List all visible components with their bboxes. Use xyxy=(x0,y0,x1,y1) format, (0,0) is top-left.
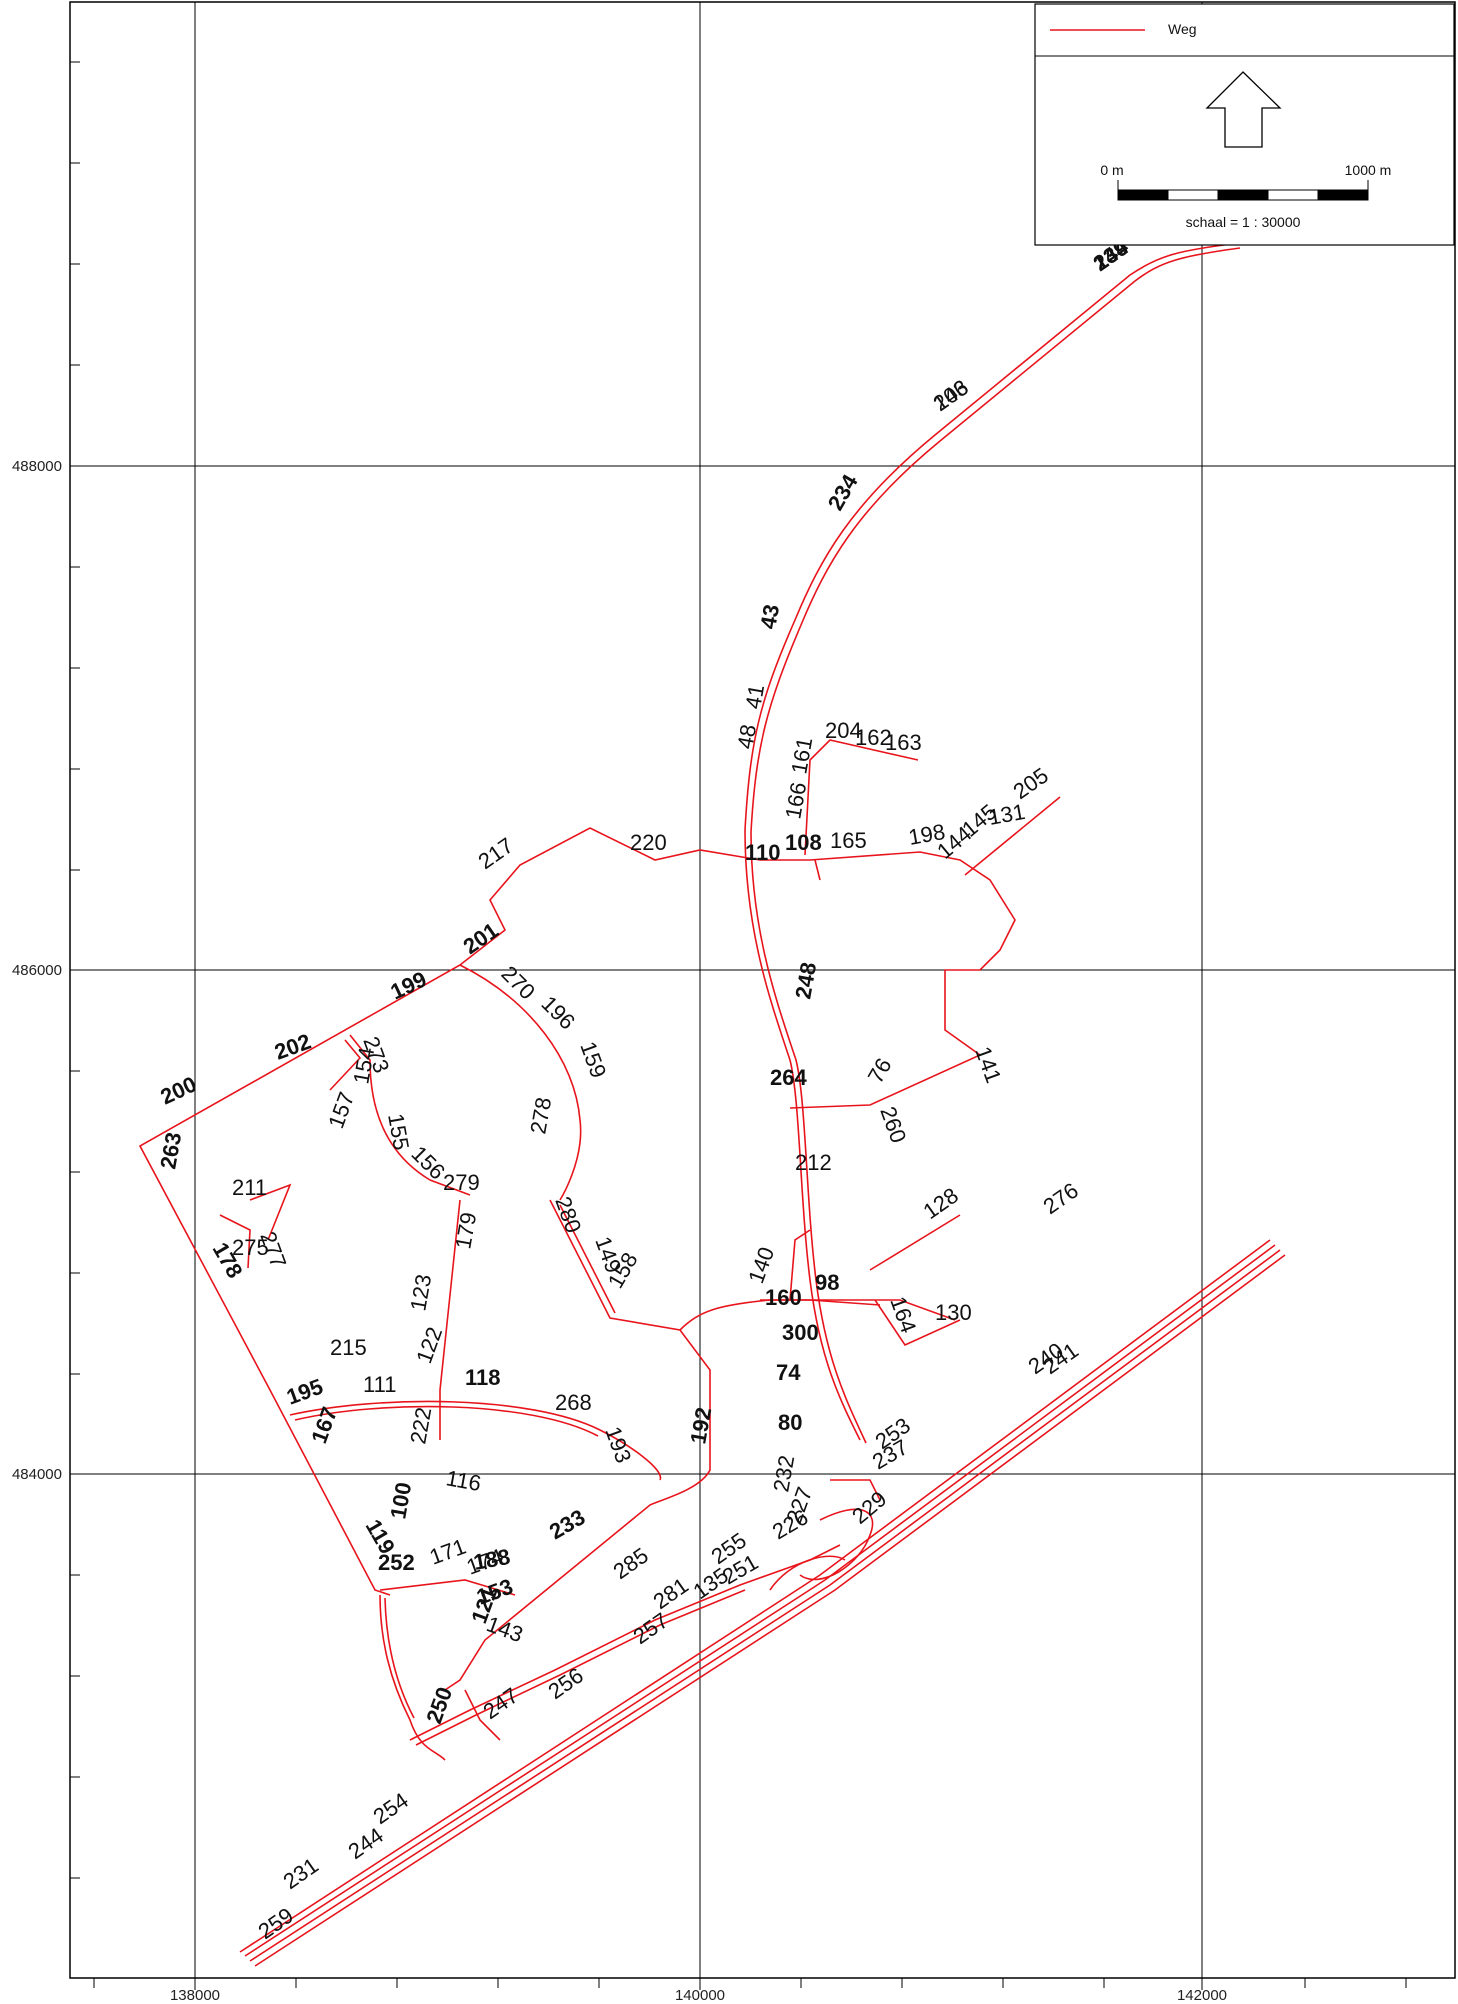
road-label: 74 xyxy=(776,1360,801,1385)
road-label: 143 xyxy=(483,1611,526,1647)
road-label: 116 xyxy=(444,1465,483,1496)
road-label: 43 xyxy=(755,602,784,630)
road-label: 217 xyxy=(474,833,518,875)
y-tick-label: 484000 xyxy=(12,1466,62,1483)
road-label: 264 xyxy=(770,1065,807,1090)
scale-start-label: 0 m xyxy=(1100,162,1123,178)
road-label: 161 xyxy=(786,735,817,776)
road-label: 110 xyxy=(745,840,781,865)
road-label: 270 xyxy=(496,961,540,1005)
road-label: 154 xyxy=(348,1045,379,1086)
road-label: 80 xyxy=(778,1410,802,1435)
road-label: 199 xyxy=(387,966,431,1004)
road-label: 130 xyxy=(935,1300,972,1325)
road-label: 140 xyxy=(743,1244,779,1287)
road-label: 234 xyxy=(823,470,863,515)
road-label: 248 xyxy=(790,960,821,1001)
road-label: 257 xyxy=(629,1608,673,1650)
road-label: 200 xyxy=(157,1071,201,1109)
road-label: 205 xyxy=(1009,763,1053,805)
road-label: 100 xyxy=(385,1480,416,1521)
road-label: 259 xyxy=(254,1903,298,1945)
road-label: 123 xyxy=(405,1272,436,1313)
road-label: 285 xyxy=(609,1543,653,1585)
road-label: 260 xyxy=(875,1103,911,1146)
road-network[interactable] xyxy=(138,242,1286,1967)
y-tick-label: 488000 xyxy=(12,458,62,475)
road-label: 276 xyxy=(1039,1178,1083,1220)
road-label: 211 xyxy=(232,1175,267,1200)
scale-end-label: 1000 m xyxy=(1345,162,1392,178)
road-label: 179 xyxy=(450,1210,481,1251)
road-label: 162 xyxy=(855,725,892,750)
road-label: 155 xyxy=(383,1112,414,1153)
road-label: 196 xyxy=(536,991,580,1035)
legend-box: Weg 0 m 1000 m schaal = 1 : 30000 xyxy=(1034,3,1455,246)
road-label: 256 xyxy=(544,1663,588,1705)
road-label: 278 xyxy=(525,1095,556,1136)
road-label: 164 xyxy=(885,1293,921,1336)
road-label: 279 xyxy=(443,1170,480,1195)
y-tick-label: 486000 xyxy=(12,962,62,979)
road-label: 229 xyxy=(847,1486,891,1529)
road-label: 250 xyxy=(421,1684,457,1727)
road-label: 252 xyxy=(378,1550,415,1575)
road-label: 122 xyxy=(411,1324,447,1367)
scale-bar xyxy=(1117,180,1369,201)
axis-ticks xyxy=(70,61,1407,1990)
road-label: 192 xyxy=(685,1405,716,1446)
road-label: 193 xyxy=(600,1423,636,1466)
road-label: 254 xyxy=(369,1788,413,1830)
x-tick-label: 138000 xyxy=(170,1987,220,2004)
road-label: 163 xyxy=(885,730,922,755)
grid-lines xyxy=(70,2,1455,1978)
road-label: 268 xyxy=(555,1390,592,1415)
road-label: 76 xyxy=(863,1054,897,1088)
road-label: 171 xyxy=(426,1534,469,1570)
north-arrow-icon xyxy=(1205,71,1282,148)
road-label: 108 xyxy=(785,830,822,855)
road-label: 201 xyxy=(459,918,503,960)
road-label: 220 xyxy=(630,830,667,855)
road-label: 202 xyxy=(271,1029,314,1065)
road-label: 231 xyxy=(279,1853,323,1895)
road-label: 233 xyxy=(545,1504,589,1544)
road-label: 244 xyxy=(344,1823,388,1865)
road-label: 188 xyxy=(472,1544,513,1575)
road-label: 157 xyxy=(323,1089,359,1132)
road-label: 141 xyxy=(970,1043,1006,1086)
x-tick-label: 142000 xyxy=(1177,1987,1227,2004)
road-label: 48 xyxy=(732,722,761,750)
road-label: 280 xyxy=(550,1193,586,1236)
legend-road-label: Weg xyxy=(1168,21,1197,37)
road-label: 222 xyxy=(405,1405,436,1446)
road-label: 204 xyxy=(825,718,862,743)
road-label: 275 xyxy=(232,1235,269,1260)
road-label: 263 xyxy=(155,1130,186,1171)
road-label: 165 xyxy=(830,828,867,853)
x-tick-label: 140000 xyxy=(675,1987,725,2004)
scale-text: schaal = 1 : 30000 xyxy=(1186,214,1301,230)
road-label: 212 xyxy=(795,1150,832,1175)
road-label: 98 xyxy=(815,1270,839,1295)
map-frame xyxy=(69,1,1456,1979)
road-label: 111 xyxy=(363,1372,396,1397)
road-label: 118 xyxy=(465,1365,501,1390)
road-label: 215 xyxy=(330,1335,367,1360)
road-label: 300 xyxy=(782,1320,819,1345)
road-label: 160 xyxy=(765,1285,802,1310)
road-label: 41 xyxy=(740,682,769,710)
road-label: 159 xyxy=(575,1038,611,1081)
